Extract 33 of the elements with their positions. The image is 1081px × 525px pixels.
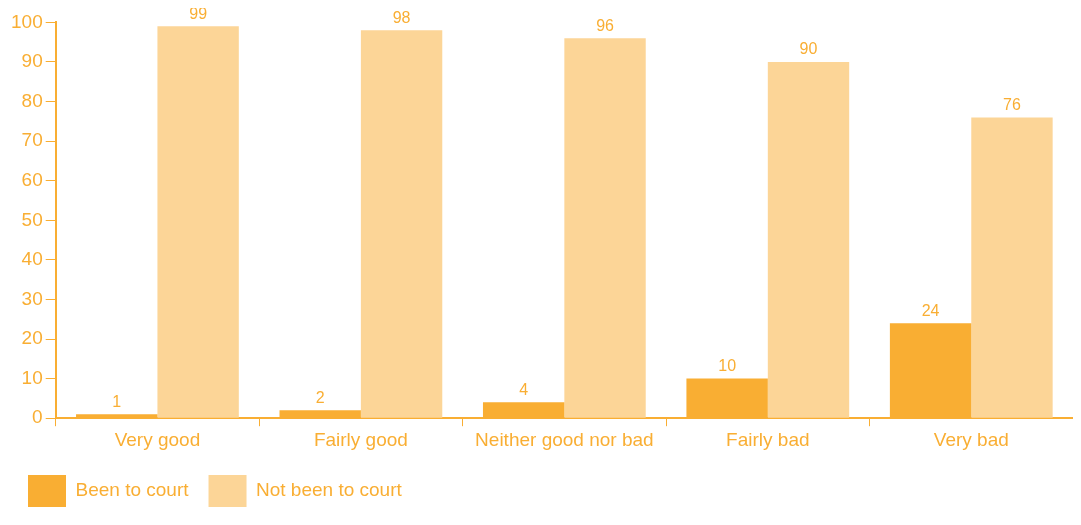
y-tick-label: 20 [21,327,43,349]
y-tick-label: 100 [11,10,43,32]
legend-label: Been to court [75,479,190,501]
x-tick-label: Very bad [933,428,1009,450]
bar [971,117,1053,418]
data-label: 1 [112,392,122,410]
y-tick-label: 10 [21,366,43,388]
y-tick-label: 50 [21,208,43,230]
y-tick-label: 0 [32,406,43,428]
legend-label: Not been to court [256,479,403,501]
data-label: 90 [799,40,818,58]
x-tick-label: Fairly bad [726,428,810,450]
data-label: 96 [596,16,615,34]
data-label: 76 [1003,95,1021,113]
data-label: 4 [519,380,529,398]
y-tick-label: 70 [21,129,43,151]
x-tick-label: Fairly good [313,428,408,450]
bar [767,61,850,418]
x-tick-label: Neither good nor bad [475,428,654,450]
x-tick-label: Very good [114,428,201,450]
y-tick-label: 80 [21,89,43,111]
bar [564,38,646,418]
data-label: 10 [718,357,737,375]
y-tick-label: 60 [21,168,43,190]
y-tick-label: 90 [21,50,43,72]
y-tick-label: 40 [21,248,43,270]
data-label: 98 [392,8,411,26]
bar [157,26,239,418]
data-label: 99 [189,4,208,22]
data-label: 2 [315,388,325,406]
bar [360,30,443,418]
data-label: 24 [921,301,940,319]
y-tick-label: 30 [21,287,43,309]
